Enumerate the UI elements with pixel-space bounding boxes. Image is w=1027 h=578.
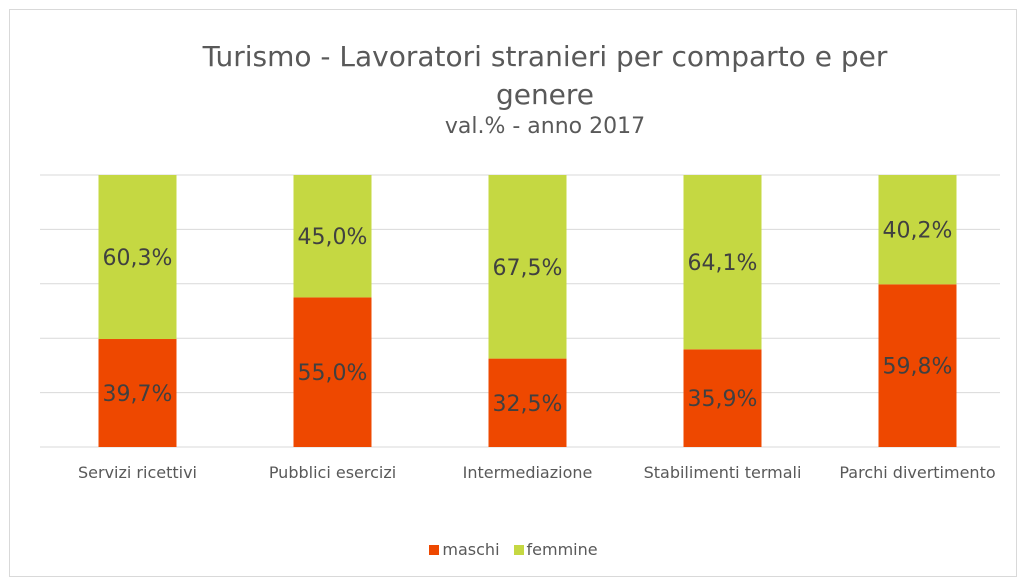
bar-segment xyxy=(293,175,372,298)
data-label: 64,1% xyxy=(688,251,758,276)
bar-segment xyxy=(488,175,567,359)
legend-item: femmine xyxy=(513,540,598,559)
legend-item: maschi xyxy=(429,540,500,559)
legend-swatch xyxy=(429,544,440,555)
bar-segment xyxy=(98,339,177,447)
data-label: 67,5% xyxy=(493,256,563,281)
legend: maschi femmine xyxy=(0,540,1027,559)
bar-segment xyxy=(683,349,762,447)
bar-segment xyxy=(98,175,177,340)
legend-label: maschi xyxy=(442,540,500,559)
data-label: 40,2% xyxy=(883,219,953,244)
data-label: 39,7% xyxy=(103,382,173,407)
chart-title: Turismo - Lavoratori stranieri per compa… xyxy=(202,40,888,111)
chart-subtitle: val.% - anno 2017 xyxy=(444,114,646,139)
bar-segment xyxy=(878,284,957,447)
x-tick-label: Servizi ricettivi xyxy=(78,463,197,482)
bar-segment xyxy=(683,175,762,350)
x-tick-label: Pubblici esercizi xyxy=(268,463,397,482)
bar-segment xyxy=(488,358,567,447)
data-label: 55,0% xyxy=(298,361,368,386)
legend-swatch xyxy=(513,544,524,555)
x-tick-label: Parchi divertimento xyxy=(839,463,996,482)
data-label: 32,5% xyxy=(493,392,563,417)
data-label: 35,9% xyxy=(688,387,758,412)
data-label: 60,3% xyxy=(103,246,173,271)
data-label: 45,0% xyxy=(298,225,368,250)
bar-segment xyxy=(293,297,372,447)
legend-label: femmine xyxy=(526,540,598,559)
chart-border xyxy=(9,9,1017,577)
data-label: 59,8% xyxy=(883,355,953,380)
bar-segment xyxy=(878,175,957,285)
x-tick-label: Stabilimenti termali xyxy=(643,463,802,482)
x-tick-label: Intermediazione xyxy=(462,463,593,482)
